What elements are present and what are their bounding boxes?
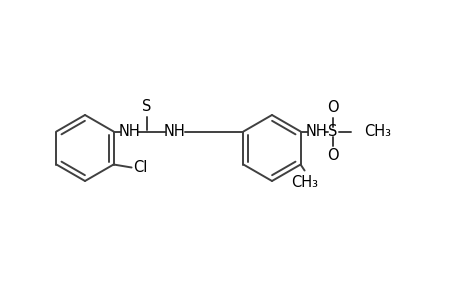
Text: NH: NH [305, 124, 327, 139]
Text: S: S [327, 124, 336, 139]
Text: S: S [141, 99, 151, 114]
Text: O: O [326, 148, 338, 163]
Text: O: O [326, 100, 338, 115]
Text: Cl: Cl [133, 160, 147, 175]
Text: NH: NH [163, 124, 185, 139]
Text: CH₃: CH₃ [364, 124, 391, 139]
Text: NH: NH [118, 124, 140, 139]
Text: CH₃: CH₃ [291, 175, 317, 190]
